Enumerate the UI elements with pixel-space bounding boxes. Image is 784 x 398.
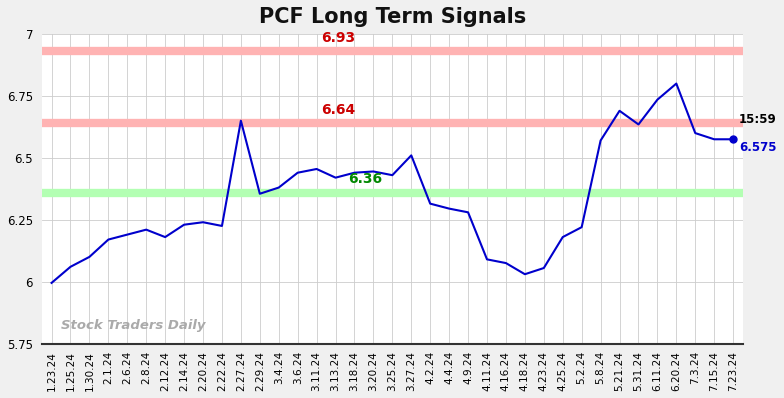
Text: 6.93: 6.93 bbox=[321, 31, 355, 45]
Text: 6.36: 6.36 bbox=[348, 172, 382, 186]
Text: 15:59: 15:59 bbox=[739, 113, 777, 126]
Text: 6.64: 6.64 bbox=[321, 103, 355, 117]
Title: PCF Long Term Signals: PCF Long Term Signals bbox=[259, 7, 526, 27]
Text: 6.575: 6.575 bbox=[739, 140, 776, 154]
Text: Stock Traders Daily: Stock Traders Daily bbox=[61, 320, 205, 332]
